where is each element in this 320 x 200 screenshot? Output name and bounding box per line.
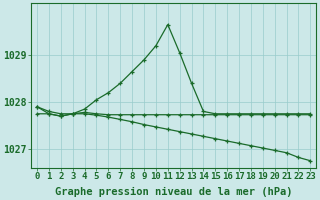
X-axis label: Graphe pression niveau de la mer (hPa): Graphe pression niveau de la mer (hPa)	[55, 186, 292, 197]
